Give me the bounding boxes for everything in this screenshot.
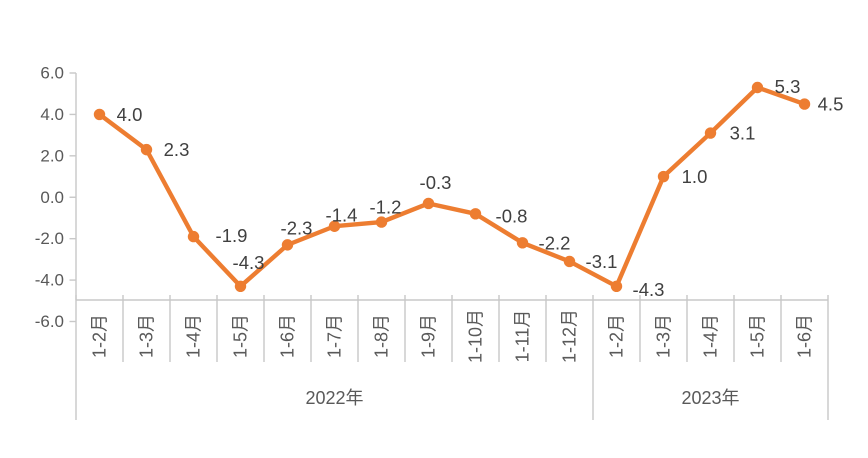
data-point-label: -4.3 xyxy=(633,279,665,300)
data-point-label: -2.3 xyxy=(281,217,313,238)
data-point-marker xyxy=(516,237,529,249)
data-point-marker xyxy=(563,255,576,268)
y-tick-label: 0.0 xyxy=(40,188,64,207)
data-point-marker xyxy=(234,280,247,292)
x-category-label: 1-4月 xyxy=(701,314,721,358)
data-point-marker xyxy=(704,127,717,139)
x-category-label: 1-7月 xyxy=(325,314,345,358)
data-point-marker xyxy=(375,216,388,228)
data-point-marker xyxy=(751,81,764,94)
y-tick-label: -2.0 xyxy=(35,229,64,248)
data-point-label: 2.3 xyxy=(164,139,190,160)
data-point-label: -3.1 xyxy=(586,251,618,272)
x-category-label: 1-3月 xyxy=(654,314,674,358)
x-category-label: 1-2月 xyxy=(90,314,110,358)
x-category-label: 1-12月 xyxy=(560,309,580,363)
data-point-marker xyxy=(187,230,200,243)
data-point-marker xyxy=(93,108,106,121)
data-point-marker xyxy=(328,220,341,232)
year-group-label: 2022年 xyxy=(305,388,363,408)
data-point-marker xyxy=(140,143,153,156)
data-point-label: -1.4 xyxy=(326,205,358,226)
data-point-label: 1.0 xyxy=(682,166,708,187)
data-point-label: 5.3 xyxy=(775,76,801,97)
y-tick-label: 4.0 xyxy=(40,105,64,124)
data-point-label: -1.2 xyxy=(370,197,402,218)
data-point-label: 3.1 xyxy=(730,123,756,144)
data-point-marker xyxy=(281,239,294,251)
data-point-marker xyxy=(469,208,482,220)
y-tick-label: 6.0 xyxy=(40,64,64,83)
x-category-label: 1-5月 xyxy=(748,314,768,358)
data-point-label: -0.3 xyxy=(420,172,452,193)
data-point-label: 4.0 xyxy=(117,104,143,125)
data-point-label: 4.5 xyxy=(818,94,844,115)
data-point-label: -0.8 xyxy=(496,205,528,226)
x-category-label: 1-5月 xyxy=(231,314,251,358)
data-point-marker xyxy=(798,98,811,110)
x-category-label: 1-4月 xyxy=(184,314,204,358)
y-tick-label: -6.0 xyxy=(35,312,64,331)
x-category-label: 1-6月 xyxy=(795,314,815,358)
x-category-label: 1-9月 xyxy=(419,314,439,358)
data-point-marker xyxy=(657,170,670,183)
x-category-label: 1-11月 xyxy=(513,310,533,363)
series-line xyxy=(97,85,807,289)
y-tick-label: 2.0 xyxy=(40,146,64,165)
data-point-label: -2.2 xyxy=(539,232,571,253)
data-point-label: -1.9 xyxy=(216,225,248,246)
x-category-label: 1-8月 xyxy=(372,314,392,358)
year-group-label: 2023年 xyxy=(681,388,739,408)
x-category-label: 1-3月 xyxy=(137,314,157,358)
x-category-label: 1-2月 xyxy=(607,314,627,358)
data-point-label: -4.3 xyxy=(233,252,265,273)
x-category-label: 1-6月 xyxy=(278,314,298,358)
data-point-marker xyxy=(422,197,435,210)
y-tick-label: -4.0 xyxy=(35,271,64,290)
data-point-marker xyxy=(610,280,623,292)
x-category-label: 1-10月 xyxy=(466,309,486,363)
